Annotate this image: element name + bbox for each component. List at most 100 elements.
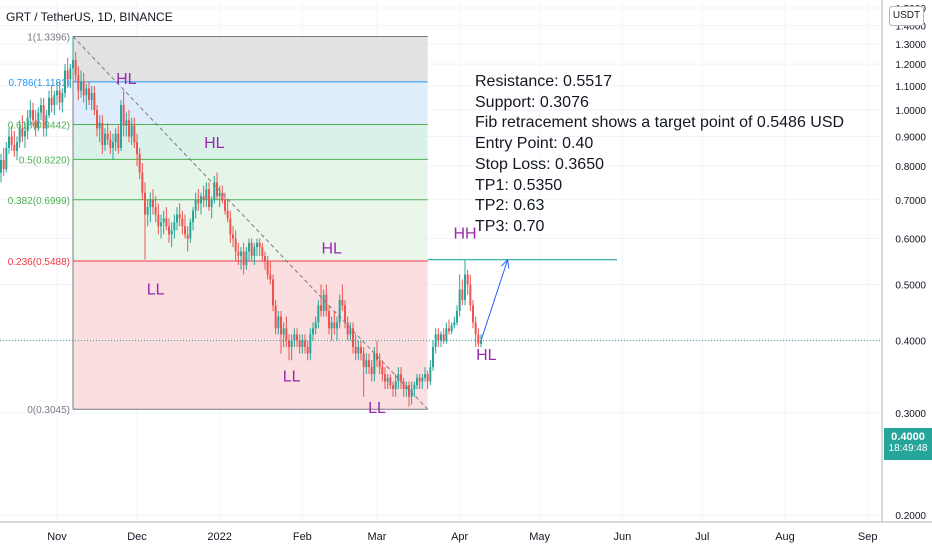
candle-body [66, 70, 69, 80]
candle-body [333, 322, 336, 329]
candle-body [304, 340, 306, 347]
candle-body [269, 274, 272, 280]
candle-body [464, 274, 466, 301]
candle-body [330, 322, 333, 329]
candle-body [392, 385, 394, 389]
candle-body [138, 153, 141, 173]
candle-body [157, 214, 160, 227]
candle-body [205, 189, 208, 200]
candle-body [317, 305, 320, 323]
candle-body [117, 133, 120, 148]
candle-body [96, 110, 98, 129]
x-tick-label: Jul [695, 531, 709, 543]
currency-button[interactable]: USDT [889, 6, 924, 26]
y-tick-label: 0.6000 [895, 235, 926, 246]
candle-body [170, 230, 173, 235]
fib-level-label: 0.236(0.5488) [8, 257, 70, 268]
candle-body [50, 97, 53, 106]
candle-body [194, 199, 197, 211]
candle-body [448, 328, 450, 332]
candle-body [61, 93, 64, 103]
candle-body [360, 346, 362, 354]
x-tick-label: 2022 [207, 531, 231, 543]
candle-body [261, 247, 264, 256]
candle-body [106, 133, 109, 140]
candle-body [328, 310, 330, 329]
y-tick-label: 0.5000 [895, 280, 926, 291]
candle-body [290, 340, 293, 347]
candle-body [29, 110, 32, 118]
candle-body [85, 88, 88, 96]
candle-body [264, 255, 266, 261]
candle-body [282, 328, 285, 335]
candle-body [352, 328, 354, 347]
x-tick-label: Jun [613, 531, 631, 543]
candle-body [197, 199, 200, 204]
candle-body [82, 81, 85, 96]
y-tick-label: 0.3000 [895, 409, 926, 420]
fib-band [73, 81, 428, 125]
candle-body [237, 251, 240, 256]
x-tick-label: Feb [293, 531, 312, 543]
swing-label: HL [204, 135, 225, 152]
candle-body [280, 316, 282, 335]
note-line: TP3: 0.70 [475, 217, 545, 235]
candle-body [21, 128, 24, 137]
candle-body [176, 214, 178, 223]
candle-body [226, 210, 229, 219]
candle-body [218, 192, 221, 197]
candle-body [104, 133, 106, 146]
candle-body [90, 93, 93, 101]
fib-band [73, 199, 428, 262]
swing-label: LL [147, 282, 165, 299]
candle-body [69, 68, 72, 80]
candle-body [24, 131, 26, 137]
candle-body [389, 377, 392, 386]
candle-body [173, 222, 176, 231]
candle-body [32, 110, 34, 121]
candle-body [277, 316, 280, 329]
y-tick-label: 1.1000 [895, 82, 926, 93]
fib-band [73, 261, 428, 410]
x-tick-label: Dec [127, 531, 147, 543]
candle-body [469, 284, 472, 306]
candle-body [432, 346, 434, 368]
candle-body [368, 360, 370, 368]
candle-body [152, 199, 154, 208]
fib-level-label: 0.382(0.6999) [8, 196, 70, 207]
candle-body [146, 207, 149, 215]
candle-body [258, 242, 261, 248]
fib-level-label: 0.5(0.8220) [19, 155, 70, 166]
y-tick-label: 0.4000 [895, 337, 926, 348]
candle-body [109, 139, 112, 148]
candle-body [26, 117, 29, 132]
candle-body [248, 242, 250, 252]
candle-body [421, 377, 424, 382]
candle-body [288, 340, 290, 347]
y-tick-label: 1.2000 [895, 60, 926, 71]
candle-body [453, 322, 456, 326]
last-price-value: 0.4000 [891, 431, 925, 443]
candle-body [232, 234, 234, 239]
candle-body [224, 199, 226, 211]
candle-body [141, 172, 144, 193]
candle-body [274, 305, 277, 329]
candle-body [64, 70, 66, 94]
candle-body [192, 210, 194, 223]
candle-body [474, 322, 477, 335]
candle-body [378, 360, 381, 368]
swing-label: LL [283, 368, 301, 385]
symbol-title[interactable]: GRT / TetherUS, 1D, BINANCE [6, 10, 173, 24]
candle-body [416, 377, 418, 386]
candle-body [456, 310, 458, 323]
last-price-tag: 0.4000 18:49:48 [884, 428, 932, 460]
candle-body [74, 59, 77, 75]
candle-body [458, 289, 461, 311]
candle-body [285, 328, 288, 341]
candle-body [98, 122, 101, 129]
candle-body [72, 59, 74, 69]
candle-body [314, 322, 317, 329]
candle-body [408, 385, 410, 397]
y-tick-label: 1.0000 [895, 106, 926, 117]
